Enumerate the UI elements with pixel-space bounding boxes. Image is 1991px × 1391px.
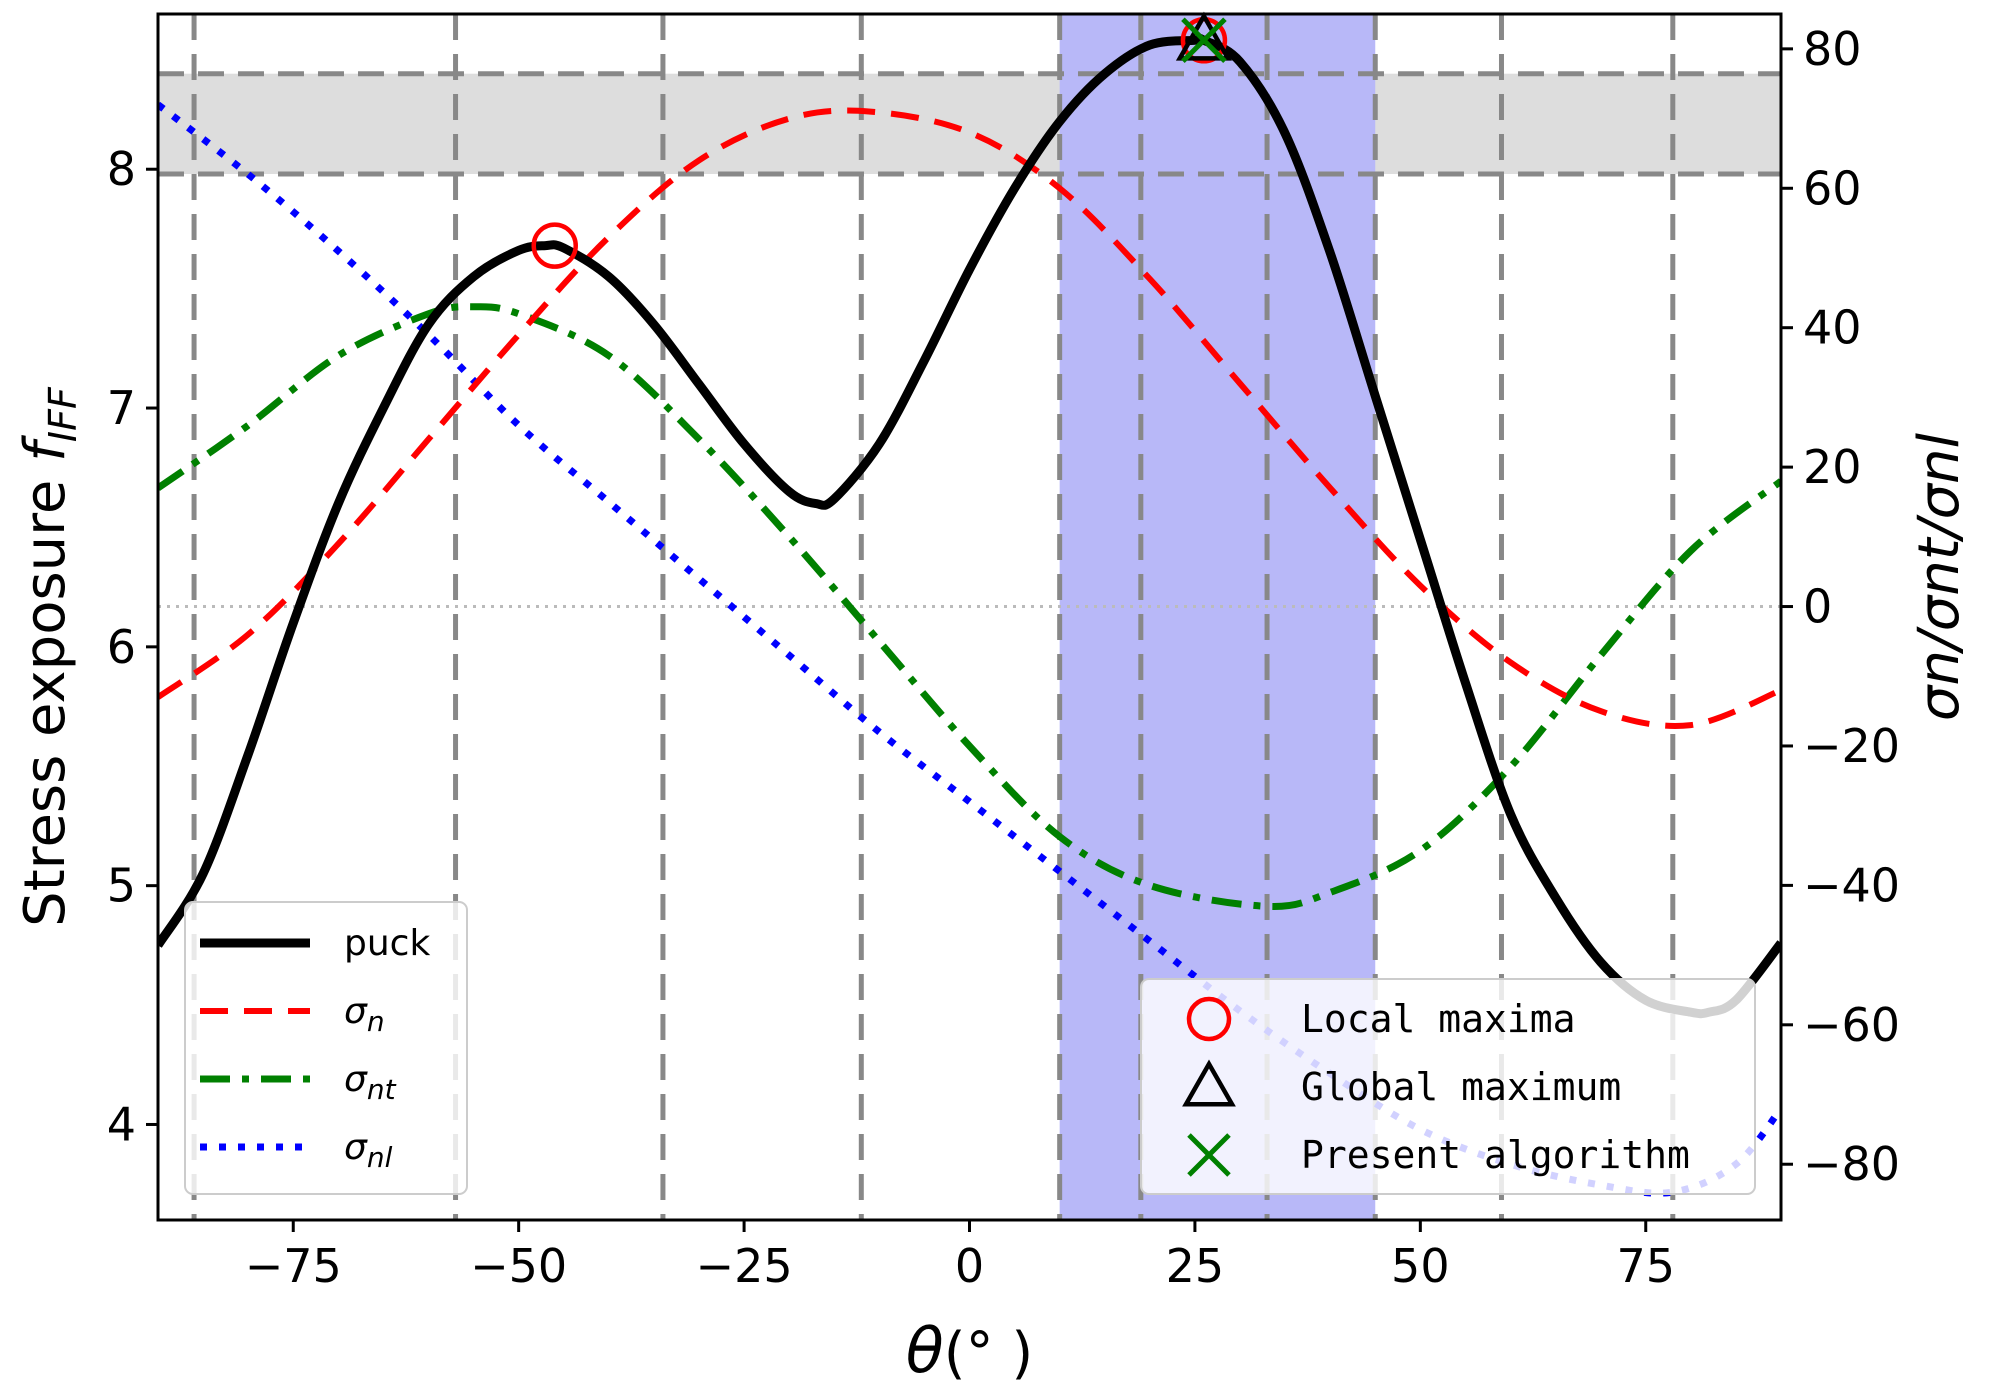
legend-marker-swatch-1 [1182,1059,1236,1107]
legend-marker-swatch-0 [1186,996,1232,1042]
y-right-tick-label-4: 0 [1803,580,1832,634]
marker-present-algorithm-0 [1181,17,1227,64]
series-line-puck [158,34,1781,1019]
legend-marker-label-2: Present algorithm [1301,1133,1690,1177]
y-left-tick-label-3: 7 [107,381,136,435]
grey-band [158,73,1781,175]
x-tick-label-3: 0 [955,1239,984,1293]
y-right-tick-label-3: 20 [1803,440,1862,494]
legend-line-label-sub-1: n [367,1005,385,1038]
x-tick-label-6: 75 [1616,1239,1675,1293]
marker-local-maxima-0 [531,222,578,269]
legend-line-label-main-1: σ [344,991,368,1032]
x-axis-title: θ(° ) [906,1314,1033,1387]
y-left-tick-label-0: 4 [107,1097,136,1151]
x-tick-label-5: 50 [1391,1239,1450,1293]
y-right-tick-label-6: −40 [1803,858,1900,912]
y-right-axis-title: σn/σnt/σnl [1907,432,1972,721]
y-right-tick-label-0: 80 [1803,22,1862,76]
legend-marker-label-1: Global maximum [1301,1065,1621,1109]
y-right-tick-label-7: −60 [1803,998,1900,1052]
legend-markers: Local maxima Global maximum Present algori… [1140,978,1756,1195]
legend-line-label-1: σn [344,991,385,1038]
x-axis-title-theta: θ [906,1314,944,1387]
x-tick-label-4: 25 [1166,1239,1225,1293]
legend-line-label-sub-3: nl [367,1141,393,1174]
legend-marker-swatch-2-stroke-b [1187,1133,1231,1177]
y-left-tick-label-2: 6 [107,620,136,674]
y-left-tick-label-4: 8 [107,142,136,196]
y-right-tick-label-2: 40 [1803,301,1862,355]
legend-line-label-sub-2: nt [367,1073,397,1106]
legend-line-label-main-3: σ [344,1127,368,1168]
y-left-axis-title: Stress exposure fIFF [13,386,85,927]
y-left-axis-title-main: Stress exposure [13,462,78,927]
x-axis-title-unit: (° ) [944,1321,1034,1386]
marker-present-algorithm-0-stroke-b [1181,17,1227,64]
marker-global-maximum-0 [1175,11,1232,61]
legend-line-label-0: puck [344,923,430,964]
legend-lines-box [184,901,468,1195]
legend-line-label-3: σnl [344,1127,393,1174]
legend-marker-label-0: Local maxima [1301,997,1576,1041]
y-left-axis-title-subscript: IFF [41,386,85,442]
y-right-tick-label-8: −80 [1803,1137,1900,1191]
y-left-tick-label-1: 5 [107,859,136,913]
legend-marker-swatch-2 [1187,1133,1231,1177]
legend-line-label-main-2: σ [344,1059,368,1100]
x-tick-label-1: −50 [470,1239,567,1293]
y-right-tick-label-5: −20 [1803,719,1900,773]
x-tick-label-0: −75 [245,1239,342,1293]
legend-markers-box [1140,978,1756,1195]
legend-line-label-2: σnt [344,1059,397,1106]
series-line-sigma-n [158,107,1781,729]
y-right-tick-label-1: 60 [1803,161,1862,215]
legend-line-label-main-0: puck [344,923,430,964]
x-tick-label-2: −25 [696,1239,793,1293]
